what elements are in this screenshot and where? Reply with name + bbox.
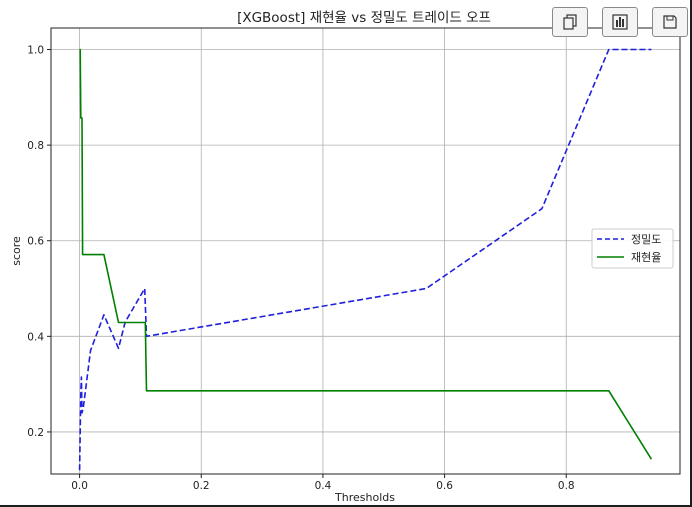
x-tick-label: 0.6	[436, 480, 453, 492]
window-edge-bottom	[0, 505, 692, 507]
save-icon	[663, 15, 677, 29]
tick-layer: 0.0 0.2 0.4 0.6 0.8 0.2 0.4 0.6 0.8 1.0	[27, 45, 574, 492]
y-axis-label: score	[10, 236, 23, 266]
x-tick-label: 0.4	[315, 480, 332, 492]
chart-button[interactable]	[602, 7, 638, 37]
series-line-precision	[78, 48, 652, 471]
save-button[interactable]	[652, 7, 688, 37]
x-tick-label: 0.0	[71, 480, 88, 492]
plot-area-frame	[50, 27, 681, 475]
y-tick-label: 0.2	[27, 427, 44, 439]
copy-icon	[563, 14, 577, 30]
window-edge-right	[690, 0, 692, 507]
bar-chart-icon	[612, 14, 628, 30]
legend-label-precision: 정밀도	[631, 233, 661, 246]
series-layer	[78, 48, 653, 471]
copy-button[interactable]	[552, 7, 588, 37]
grid-layer	[51, 28, 680, 474]
y-tick-label: 0.4	[27, 331, 44, 343]
legend: 정밀도 재현율	[591, 228, 674, 269]
x-tick-label: 0.2	[193, 480, 210, 492]
legend-label-recall: 재현율	[631, 251, 661, 264]
series-line-recall	[79, 48, 653, 460]
chart-title: [XGBoost] 재현율 vs 정밀도 트레이드 오프	[237, 10, 491, 26]
y-tick-label: 0.6	[27, 236, 44, 248]
x-axis-label: Thresholds	[334, 491, 395, 504]
y-tick-label: 1.0	[27, 45, 44, 57]
x-tick-label: 0.8	[558, 480, 575, 492]
legend-box	[591, 228, 674, 269]
y-tick-label: 0.8	[27, 140, 44, 152]
